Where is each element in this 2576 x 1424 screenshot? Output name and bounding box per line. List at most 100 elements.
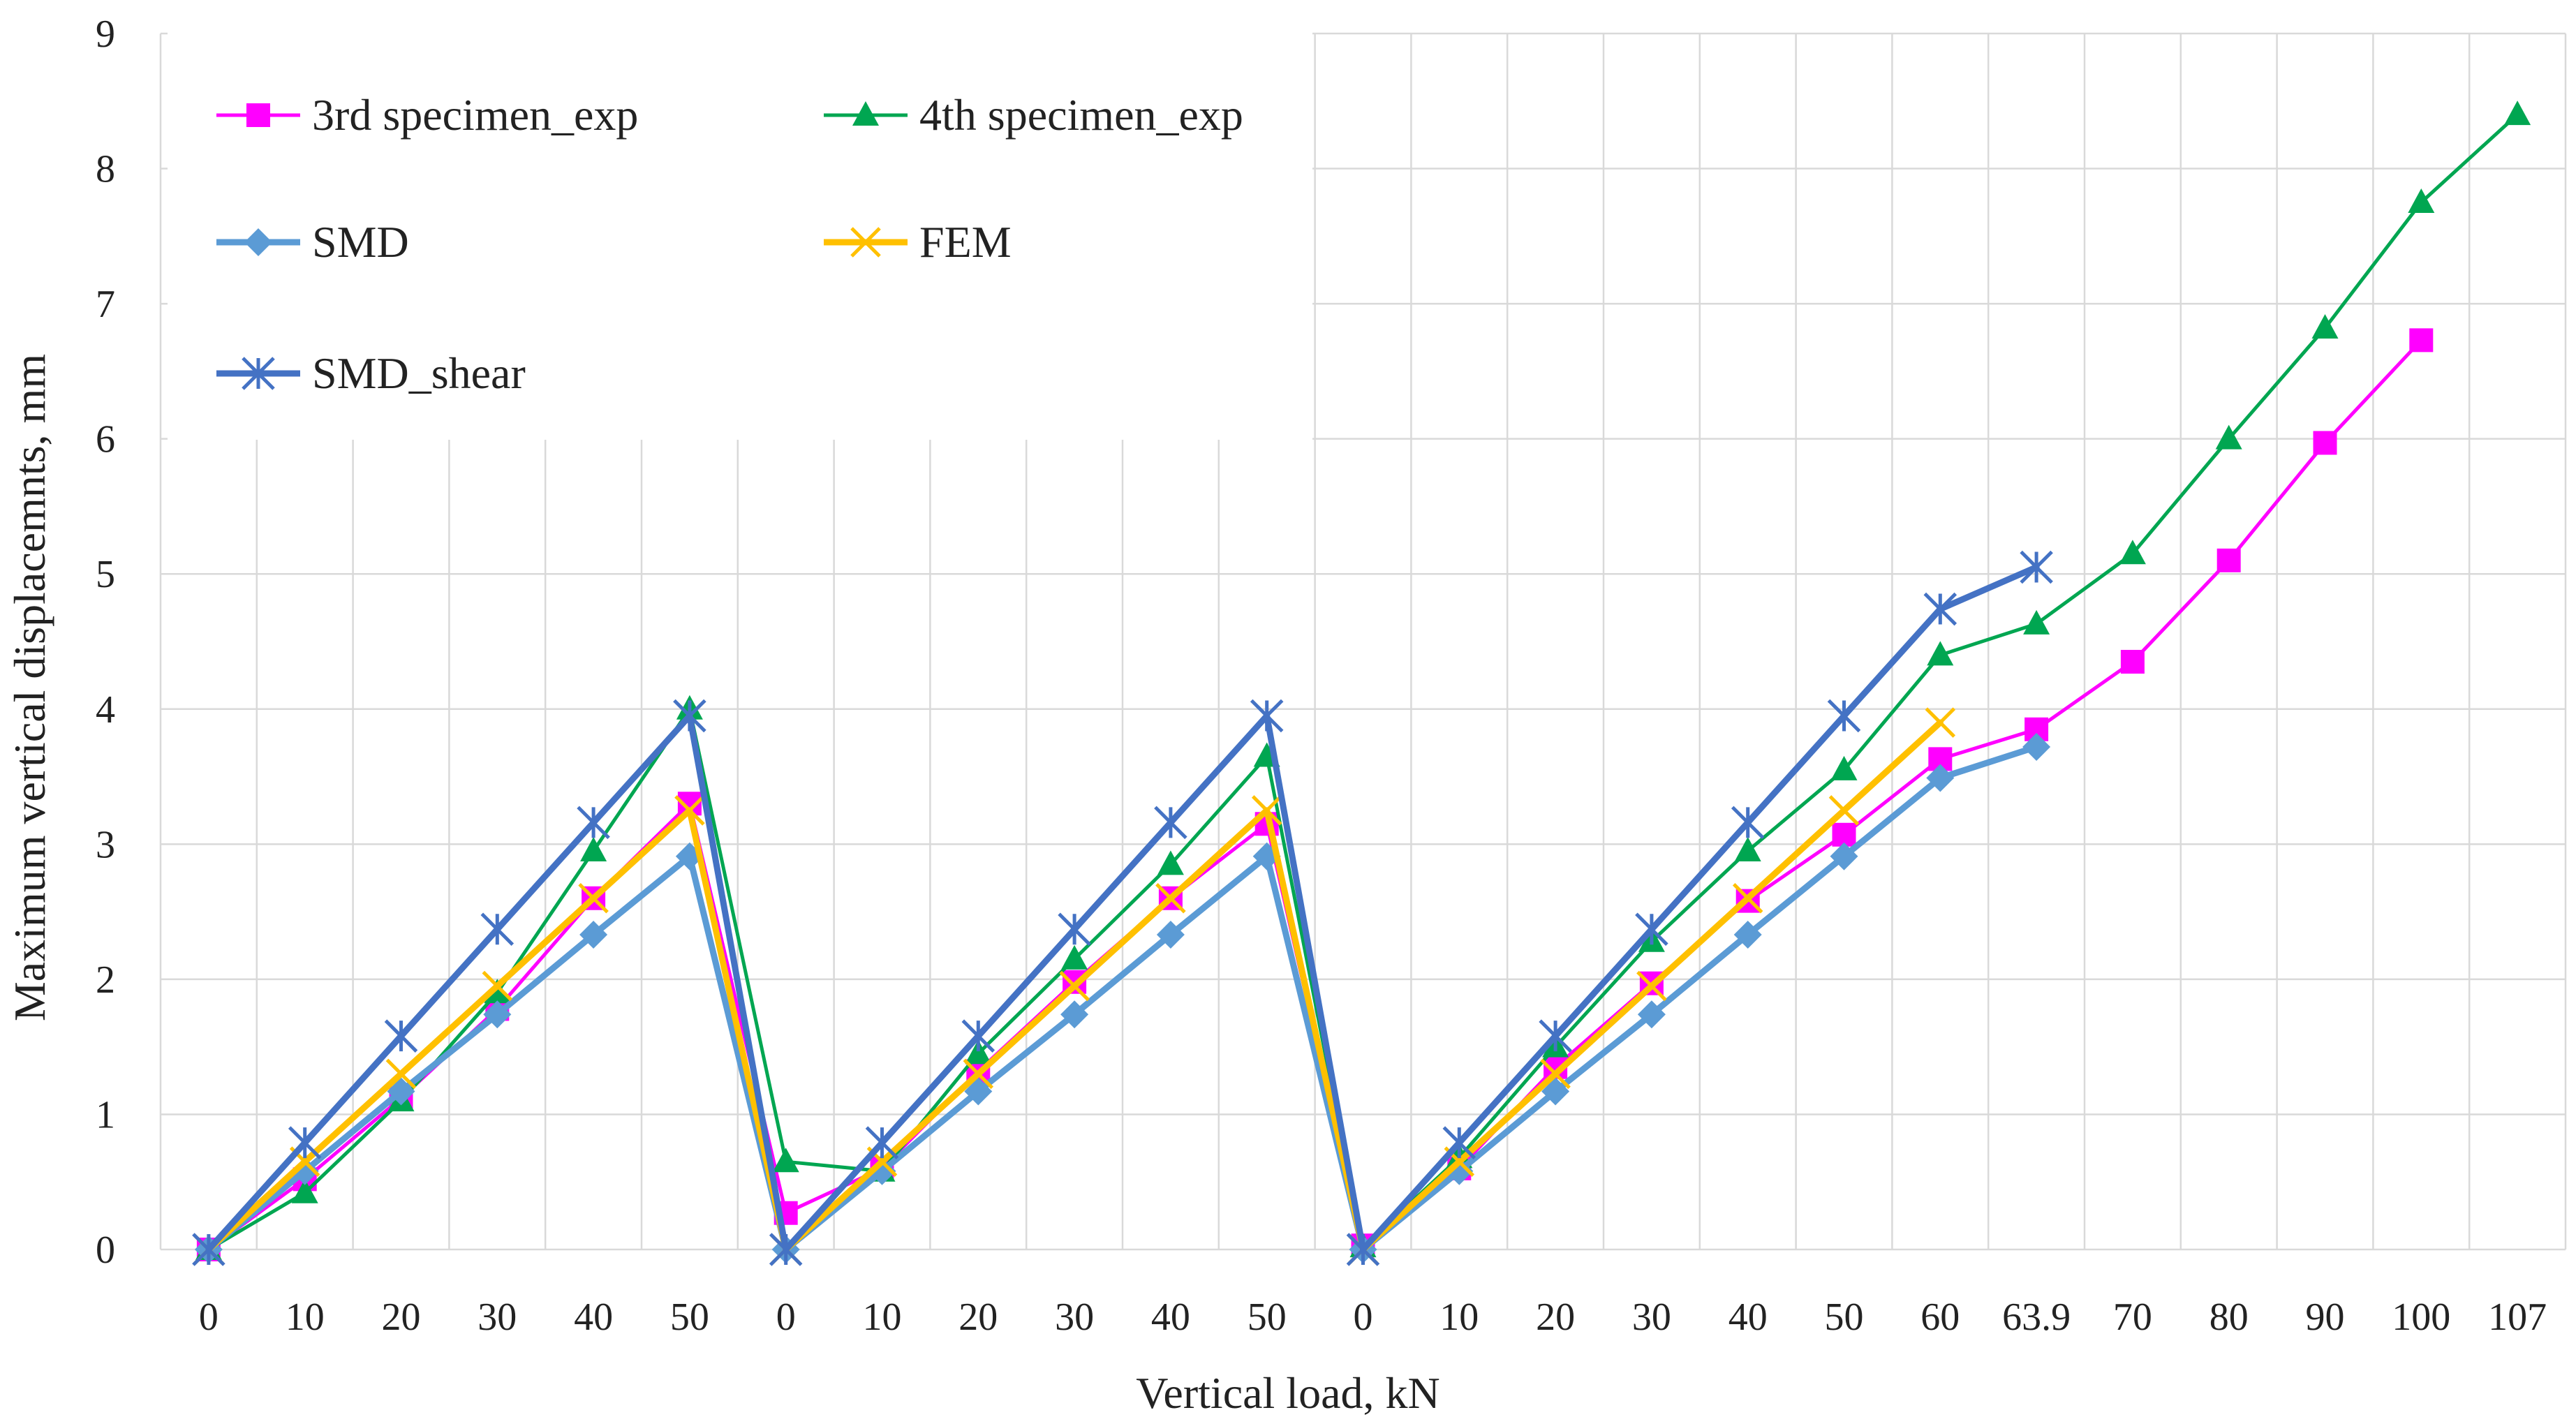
x-axis-title: Vertical load, kN <box>1136 1368 1439 1418</box>
legend-marker <box>246 103 270 127</box>
x-tick-label: 10 <box>863 1296 902 1339</box>
data-point <box>1061 944 1088 970</box>
legend-item-2: 4th specimen_exp <box>824 90 1243 140</box>
series-layer <box>192 101 2531 1266</box>
data-point <box>1636 970 1667 1002</box>
data-point <box>1060 1000 1089 1029</box>
x-tick-label: 70 <box>2113 1296 2152 1339</box>
data-point <box>1925 707 1956 738</box>
data-point <box>1157 850 1184 875</box>
data-point <box>480 912 515 947</box>
data-point <box>2023 609 2050 635</box>
data-point <box>2020 550 2053 584</box>
x-tick-label: 0 <box>776 1296 796 1339</box>
data-point <box>1732 882 1763 914</box>
data-point <box>2408 188 2435 213</box>
data-point <box>1442 1126 1476 1159</box>
legend-item-1: 3rd specimen_exp <box>216 90 638 140</box>
data-point <box>483 1000 512 1029</box>
legend-marker <box>244 228 272 256</box>
data-point <box>1250 699 1284 733</box>
x-tick-label: 40 <box>1729 1296 1768 1339</box>
data-point <box>2409 328 2434 353</box>
x-tick-label: 50 <box>1248 1296 1287 1339</box>
data-point <box>579 921 608 949</box>
x-tick-label: 63.9 <box>2002 1296 2071 1339</box>
data-point <box>1733 921 1762 949</box>
x-tick-label: 20 <box>1536 1296 1575 1339</box>
data-point <box>2022 732 2051 761</box>
x-tick-label: 50 <box>670 1296 709 1339</box>
x-tick-label: 20 <box>958 1296 998 1339</box>
x-tick-label: 90 <box>2306 1296 2345 1339</box>
data-point <box>1156 921 1185 949</box>
data-point <box>769 1233 803 1266</box>
data-point <box>2120 650 2145 674</box>
series-3-group <box>194 732 2051 1263</box>
data-point <box>1540 1058 1571 1090</box>
legend-label: SMD_shear <box>312 348 526 398</box>
data-point <box>673 699 706 733</box>
y-axis-ticks: 0 1 2 3 4 5 6 7 8 9 <box>96 13 115 1272</box>
data-point <box>1830 842 1858 870</box>
legend-label: FEM <box>919 217 1012 267</box>
data-point <box>1346 1233 1380 1266</box>
data-point <box>1923 592 1957 626</box>
y-tick-label: 8 <box>96 148 115 191</box>
data-point <box>2504 101 2531 126</box>
data-point <box>865 1126 899 1159</box>
y-tick-label: 6 <box>96 418 115 461</box>
x-tick-label: 107 <box>2488 1296 2547 1339</box>
y-tick-label: 1 <box>96 1093 115 1136</box>
data-point <box>1926 764 1955 792</box>
y-tick-label: 9 <box>96 13 115 56</box>
legend-marker <box>852 101 879 126</box>
data-point <box>482 970 513 1002</box>
data-point <box>1058 912 1091 947</box>
x-tick-label: 30 <box>478 1296 517 1339</box>
data-point <box>578 882 609 914</box>
data-point <box>385 1058 417 1090</box>
data-point <box>961 1019 995 1053</box>
legend-item-5: SMD_shear <box>216 348 526 398</box>
legend-item-3: SMD <box>216 217 409 267</box>
x-axis-ticks: 0 10 20 30 40 50 0 10 20 30 40 50 0 10 20 30 40 50 60 63.9 7… <box>199 1296 2547 1339</box>
data-point <box>484 979 511 1004</box>
y-tick-label: 0 <box>96 1229 115 1272</box>
data-point <box>2216 548 2241 572</box>
data-point <box>2313 431 2337 455</box>
x-tick-label: 40 <box>1151 1296 1190 1339</box>
data-point <box>1251 795 1282 826</box>
data-point <box>965 1039 992 1065</box>
data-point <box>2119 540 2146 565</box>
legend-box <box>168 28 1312 440</box>
data-point <box>1539 1019 1572 1053</box>
data-point <box>1155 882 1186 914</box>
legend-marker <box>850 227 881 258</box>
data-point <box>580 837 607 862</box>
series-line <box>205 564 2040 1253</box>
data-point <box>1059 970 1090 1002</box>
legend: 3rd specimen_exp 4th specimen_exp SMD FEM SM… <box>168 28 1312 440</box>
x-tick-label: 10 <box>1439 1296 1479 1339</box>
data-point <box>192 1233 225 1266</box>
y-tick-label: 4 <box>96 688 115 732</box>
data-point <box>1828 795 1860 826</box>
data-point <box>1927 641 1954 666</box>
x-tick-label: 20 <box>382 1296 421 1339</box>
data-point <box>674 795 705 826</box>
x-tick-label: 30 <box>1055 1296 1094 1339</box>
x-tick-label: 50 <box>1825 1296 1864 1339</box>
data-point <box>963 1058 994 1090</box>
x-tick-label: 60 <box>1920 1296 1960 1339</box>
data-point <box>2311 313 2339 339</box>
data-point <box>291 1178 318 1203</box>
data-point <box>1154 806 1187 840</box>
series-5-group <box>192 550 2053 1266</box>
data-point <box>1731 806 1765 840</box>
data-point <box>1827 699 1861 733</box>
legend-item-4: FEM <box>824 217 1012 267</box>
series-line <box>205 743 2040 1253</box>
data-point <box>1734 837 1761 862</box>
